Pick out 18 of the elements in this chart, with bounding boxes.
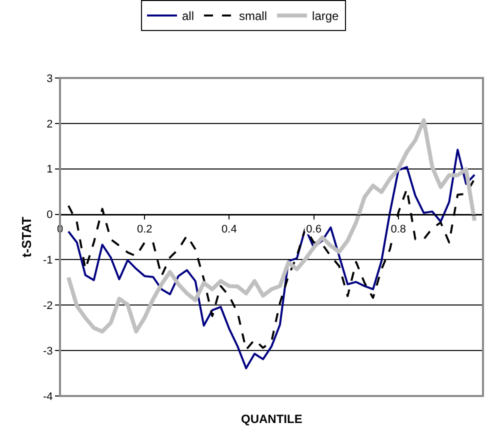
x-tick-label: 0.6 [306, 223, 322, 236]
line-series [66, 118, 477, 334]
y-tick-label: 2 [46, 118, 53, 130]
x-tick-label: 0.4 [222, 223, 237, 236]
y-axis-title: t-STAT [18, 216, 34, 258]
y-tick-label: 3 [46, 72, 53, 85]
legend-label: large [312, 9, 340, 24]
x-axis-title: QUANTILE [241, 412, 302, 426]
line-series [67, 148, 476, 370]
y-tick-label: -2 [43, 300, 53, 312]
y-tick-label: 0 [46, 209, 53, 222]
y-tick-label: -4 [43, 390, 53, 403]
y-tick-label: -3 [43, 345, 53, 358]
y-tick-label: 1 [46, 164, 53, 176]
legend-label: all [182, 9, 194, 24]
y-tick-label: -1 [43, 254, 53, 267]
legend-label: small [239, 9, 268, 24]
x-tick-label: 0.2 [136, 223, 152, 236]
